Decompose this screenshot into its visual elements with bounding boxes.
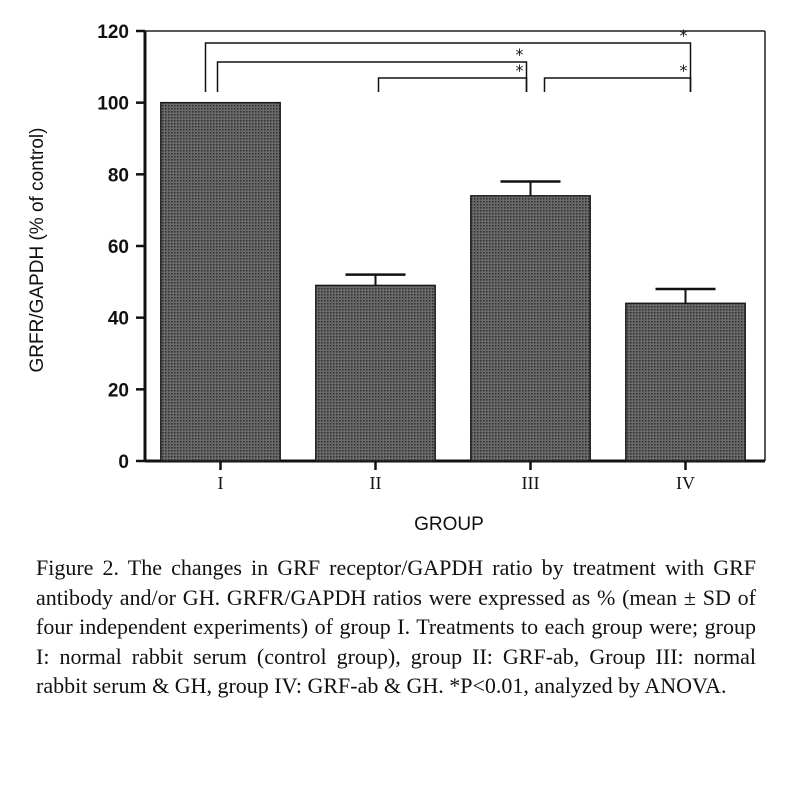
y-tick-label-120: 120 [97, 22, 129, 43]
error-bars-group [345, 180, 716, 304]
sig-bracket-III-IV [543, 77, 692, 92]
y-axis-title: GRFR/GAPDH (% of control) [27, 128, 48, 373]
sig-bracket-II-III [377, 77, 528, 92]
bar-III [470, 195, 591, 462]
y-tick-label-40: 40 [108, 309, 129, 330]
sig-bracket-I-III [216, 61, 528, 92]
y-tick-label-100: 100 [97, 94, 129, 115]
bars-group [160, 101, 746, 462]
x-tick-label-III: III [522, 473, 540, 493]
bar-IV [625, 302, 746, 462]
y-tick-label-60: 60 [108, 237, 129, 258]
y-tick-label-0: 0 [118, 452, 129, 473]
sig-bracket-I-IV [204, 42, 692, 92]
sig-star-I-IV: * [680, 26, 688, 45]
bar-II [315, 284, 436, 462]
figure-caption: Figure 2. The changes in GRF receptor/GA… [36, 555, 756, 698]
x-axis-title: GROUP [414, 514, 484, 535]
y-tick-label-80: 80 [108, 165, 129, 186]
significance-brackets: *** * [204, 26, 692, 92]
y-tick-label-20: 20 [108, 380, 129, 401]
sig-star-I-III: * [516, 45, 524, 64]
x-tick-label-IV: IV [676, 473, 695, 493]
x-axis-tick-labels: I II III IV [218, 461, 695, 493]
bar-I [160, 101, 281, 462]
sig-star-III-IV: * [680, 61, 688, 80]
y-axis-ticks: 0 20 40 60 80 100 120 [97, 22, 145, 473]
sig-star-II-III: * [516, 61, 524, 80]
x-tick-label-I: I [218, 473, 224, 493]
x-tick-label-II: II [370, 473, 382, 493]
